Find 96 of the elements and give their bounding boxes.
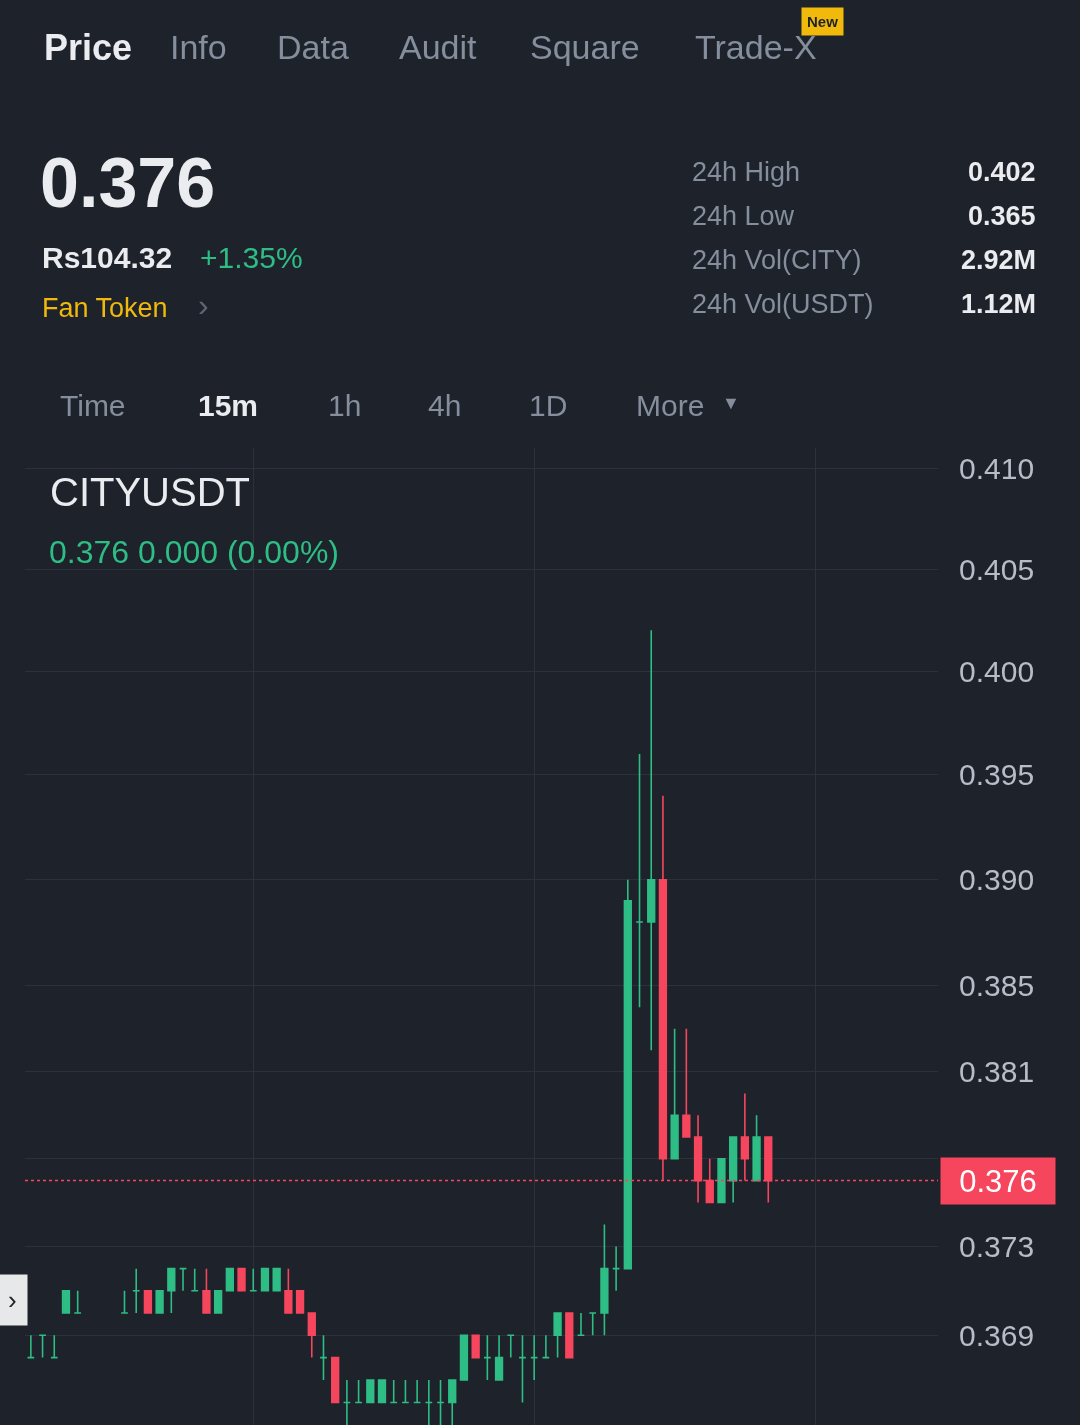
text: ›: [8, 1285, 17, 1315]
text: 0.376: [40, 144, 216, 222]
text: +1.35%: [200, 241, 303, 274]
candlestick: [202, 1267, 211, 1314]
candlestick: [401, 1379, 410, 1404]
text: Square: [530, 28, 640, 66]
candlestick: [518, 1334, 527, 1404]
text: Data: [277, 28, 349, 66]
text: Time: [60, 389, 126, 422]
text: 1.12M: [961, 289, 1037, 319]
text: ▼: [722, 393, 740, 413]
text: 0.376 0.000 (0.00%): [49, 534, 339, 570]
candlestick: [178, 1267, 188, 1292]
candlestick: [483, 1334, 492, 1381]
candlestick: [61, 1289, 71, 1314]
candlestick: [389, 1379, 398, 1404]
y-tick-label: 0.395: [959, 758, 1035, 792]
text: 24h High: [692, 157, 801, 187]
candlestick: [167, 1267, 176, 1314]
candlestick: [272, 1267, 281, 1292]
candlestick: [576, 1312, 586, 1337]
text: 24h Vol(USDT): [692, 289, 874, 319]
candlestick: [307, 1312, 316, 1359]
text: 15m: [198, 389, 259, 422]
candlestick: [342, 1379, 352, 1425]
candlestick: [190, 1267, 199, 1292]
text: ›: [198, 287, 209, 323]
candlestick: [471, 1334, 480, 1359]
y-tick-label: 0.400: [959, 654, 1035, 688]
text: Audit: [399, 28, 478, 66]
candlestick: [237, 1267, 246, 1292]
ref-line-label: 0.376: [959, 1163, 1037, 1199]
candlestick: [38, 1334, 47, 1359]
text: 1h: [328, 389, 362, 422]
candlestick: [132, 1267, 141, 1314]
candlestick: [506, 1334, 515, 1359]
text: 24h Vol(CITY): [692, 245, 862, 275]
candlestick: [611, 1245, 621, 1292]
candlestick: [717, 1157, 726, 1204]
text: Rs104.32: [42, 241, 173, 274]
candlestick: [494, 1334, 504, 1381]
text: 0.365: [968, 201, 1036, 231]
candlestick: [635, 753, 644, 1009]
candlestick: [295, 1289, 305, 1314]
candlestick: [377, 1379, 387, 1404]
text: More: [636, 389, 705, 422]
candlestick: [600, 1223, 609, 1337]
candlestick: [319, 1334, 328, 1381]
candlestick: [249, 1267, 258, 1292]
text: 4h: [428, 389, 462, 422]
text: 1D: [529, 389, 568, 422]
candlestick: [541, 1334, 551, 1359]
y-tick-label: 0.381: [959, 1055, 1035, 1089]
candlestick: [729, 1136, 738, 1204]
candlestick: [530, 1334, 539, 1381]
candlestick: [26, 1334, 36, 1359]
y-tick-label: 0.405: [959, 552, 1035, 586]
candlestick: [120, 1289, 129, 1314]
text: Info: [170, 28, 227, 66]
candlestick: [260, 1267, 270, 1292]
candlestick: [565, 1312, 574, 1359]
text: Trade-X: [695, 28, 817, 66]
candlestick: [553, 1312, 562, 1359]
text: 24h Low: [692, 201, 795, 231]
y-tick-label: 0.410: [959, 451, 1035, 485]
candlestick: [73, 1289, 82, 1314]
candlestick: [155, 1289, 164, 1314]
candlestick: [436, 1379, 445, 1425]
candlestick: [213, 1289, 223, 1314]
candlestick: [354, 1379, 363, 1404]
y-tick-label: 0.369: [959, 1318, 1035, 1352]
candlestick: [366, 1379, 375, 1404]
text: 0.402: [968, 157, 1036, 187]
candlestick: [459, 1334, 469, 1381]
candlestick: [670, 1027, 679, 1160]
text: 2.92M: [961, 245, 1037, 275]
candlestick: [331, 1356, 340, 1404]
y-tick-label: 0.385: [959, 969, 1035, 1003]
candlestick: [682, 1027, 691, 1138]
candlestick: [50, 1334, 59, 1359]
candlestick: [752, 1114, 761, 1182]
candlestick: [448, 1379, 457, 1425]
candlestick: [588, 1312, 597, 1337]
candlestick: [623, 878, 632, 1270]
text: Fan Token: [42, 293, 168, 323]
text: New: [807, 13, 839, 30]
candlestick: [143, 1289, 153, 1314]
candlestick: [225, 1267, 234, 1292]
candlestick: [284, 1267, 293, 1314]
y-tick-label: 0.390: [959, 863, 1035, 897]
text: Price: [44, 27, 133, 68]
candlestick: [647, 629, 656, 1052]
candlestick: [424, 1379, 433, 1425]
text: CITYUSDT: [50, 470, 250, 514]
candlestick: [412, 1379, 422, 1404]
y-tick-label: 0.373: [959, 1230, 1035, 1264]
